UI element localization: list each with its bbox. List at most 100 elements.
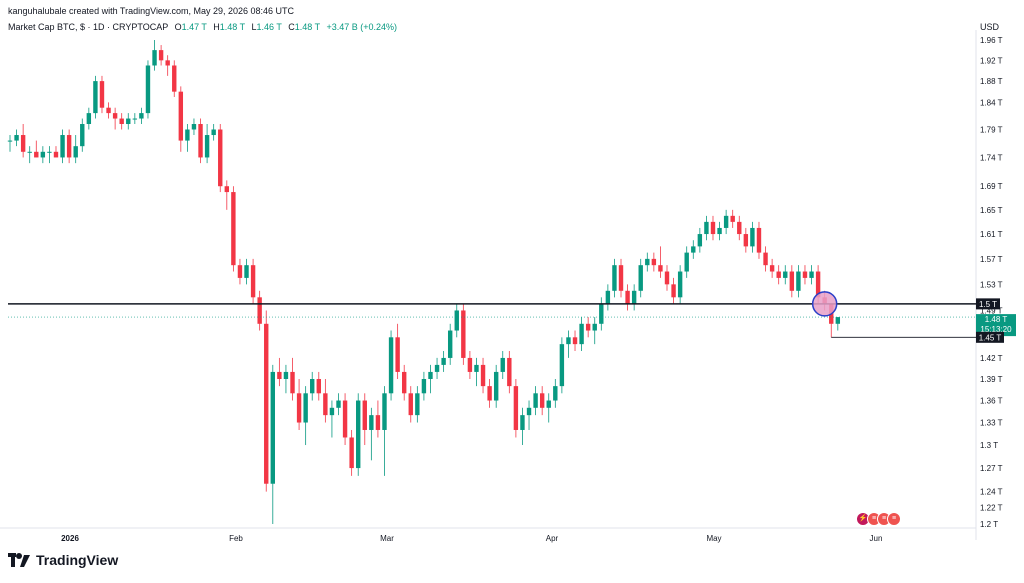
candle (316, 371, 321, 401)
candle-body (658, 265, 663, 272)
candle-body (605, 290, 611, 304)
last-price-label: 1.48 T (985, 315, 1008, 324)
candle-body (106, 107, 111, 114)
candle-body (737, 221, 742, 235)
candle (388, 330, 394, 401)
candle (585, 317, 591, 338)
y-tick-label: 1.42 T (980, 354, 1003, 363)
candle (664, 265, 670, 291)
candle-body (277, 371, 282, 380)
candle (336, 393, 341, 416)
candle-body (211, 129, 216, 136)
candle-body (553, 386, 558, 401)
candle (237, 258, 243, 285)
candle (356, 393, 361, 476)
candle (750, 221, 755, 253)
candle-body (86, 113, 92, 125)
high-label: H (213, 22, 220, 32)
candle (34, 140, 39, 158)
candle (631, 284, 637, 311)
candle (723, 209, 729, 235)
currency-label[interactable]: USD (980, 22, 1000, 32)
flags-icon[interactable]: ≡ (887, 512, 901, 526)
x-axis-label: Apr (546, 534, 559, 543)
candle (211, 124, 216, 141)
candle (303, 386, 308, 446)
events-markers[interactable]: ⚡ ≡ ≡ ≡ (857, 512, 901, 526)
y-tick-label: 1.96 T (980, 36, 1003, 45)
candle (802, 265, 808, 285)
candle (342, 393, 348, 446)
y-tick-label: 1.92 T (980, 56, 1003, 65)
resistance-label: 1.5 T (979, 300, 997, 309)
candle-body (415, 393, 420, 416)
resistance-label-box (976, 298, 1000, 310)
candle-body (467, 357, 473, 372)
candle (710, 215, 716, 241)
candle-body (20, 135, 26, 152)
candle-body (493, 371, 499, 401)
candle-body (382, 393, 387, 430)
y-axis-ticks: 1.2 T 1.22 T 1.24 T 1.27 T 1.3 T 1.33 T 1.36 T… (980, 36, 1003, 529)
candle-body (730, 215, 735, 222)
candle-body (684, 252, 689, 272)
candle (605, 284, 611, 311)
candle (112, 107, 118, 130)
candle (737, 215, 742, 241)
candle-body (342, 400, 348, 438)
candle-body (198, 124, 203, 158)
candle-body (112, 113, 118, 119)
candle (776, 265, 781, 285)
candle-body (461, 310, 466, 358)
candle-body (428, 371, 433, 380)
candle (447, 323, 453, 365)
candle-body (802, 271, 808, 278)
tradingview-mark-icon (8, 553, 30, 567)
candle (493, 364, 499, 408)
candle-body (172, 65, 177, 92)
candle (250, 258, 256, 304)
tradingview-logo[interactable]: TradingView (8, 552, 118, 568)
candle (500, 351, 505, 380)
candle (408, 386, 413, 423)
candle-body (651, 258, 657, 266)
candle-body (73, 146, 78, 158)
y-tick-label: 1.65 T (980, 206, 1003, 215)
candle (66, 129, 72, 164)
candle (566, 330, 571, 358)
marker-label: 1.45 T (979, 333, 1002, 342)
y-tick-label: 1.61 T (980, 230, 1003, 239)
candle (671, 277, 676, 304)
candle (375, 400, 381, 438)
candle-body (599, 303, 604, 324)
candle (165, 55, 170, 76)
symbol-title[interactable]: Market Cap BTC, $ · 1D · CRYPTOCAP (8, 22, 169, 32)
candle (480, 357, 486, 394)
candle (231, 186, 236, 272)
candle-body (572, 337, 578, 345)
candle (126, 113, 131, 130)
lightning-icon[interactable]: ⚡ (857, 513, 869, 525)
candle-body (323, 393, 328, 416)
candle-body (165, 60, 170, 66)
candle (218, 124, 223, 193)
candle-body (336, 400, 341, 408)
candle (99, 75, 105, 114)
candle (402, 364, 407, 401)
candle-body (99, 81, 105, 108)
low-label: L (251, 22, 257, 32)
candle-body (257, 297, 262, 324)
candle (244, 258, 249, 285)
candle (599, 297, 604, 331)
y-tick-label: 1.49 T (980, 306, 1003, 315)
candle (428, 364, 433, 394)
candle (526, 400, 532, 430)
candle-body (441, 357, 446, 365)
y-tick-label: 1.84 T (980, 98, 1003, 107)
candle (559, 337, 565, 394)
candle (638, 258, 643, 298)
candle-body (500, 357, 505, 372)
candle-body (559, 344, 565, 387)
candle-body (592, 323, 597, 331)
